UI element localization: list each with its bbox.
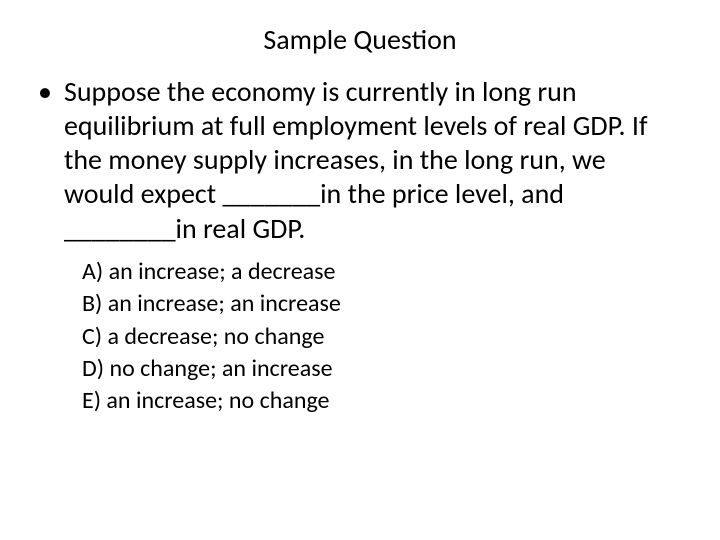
bullet-icon: • (38, 75, 52, 109)
option-b: B) an increase; an increase (82, 288, 682, 320)
slide-title: Sample Question (38, 22, 682, 57)
option-d: D) no change; an increase (82, 353, 682, 385)
question-text: Suppose the economy is currently in long… (64, 75, 682, 246)
option-a: A) an increase; a decrease (82, 256, 682, 288)
question-bullet-row: • Suppose the economy is currently in lo… (38, 75, 682, 246)
slide: Sample Question • Suppose the economy is… (0, 0, 720, 540)
option-c: C) a decrease; no change (82, 321, 682, 353)
options-list: A) an increase; a decrease B) an increas… (38, 256, 682, 418)
option-e: E) an increase; no change (82, 385, 682, 417)
